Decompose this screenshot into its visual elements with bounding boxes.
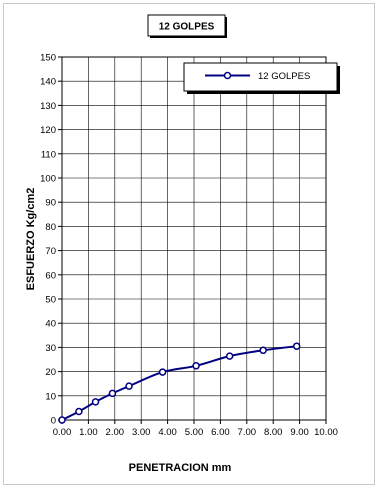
legend-label: 12 GOLPES <box>258 71 310 82</box>
x-tick-label: 1.00 <box>79 427 98 438</box>
data-point <box>292 342 301 350</box>
x-tick-label: 7.00 <box>238 427 257 438</box>
data-point <box>108 389 117 398</box>
x-tick-label: 5.00 <box>185 427 204 438</box>
chart-title: 12 GOLPES <box>159 22 215 33</box>
x-tick-label: 0.00 <box>53 427 72 438</box>
x-tick-label: 3.00 <box>132 427 151 438</box>
x-tick-label: 10.00 <box>314 427 338 438</box>
legend-marker <box>223 71 232 80</box>
data-point <box>91 398 100 406</box>
y-tick-label: 30 <box>45 343 56 354</box>
y-tick-label: 140 <box>40 77 56 88</box>
x-tick-label: 9.00 <box>290 427 309 438</box>
y-tick-label: 0 <box>51 416 56 427</box>
data-point <box>125 382 133 390</box>
y-axis-ticks: 0 10 20 30 40 50 60 70 80 90 100 110 120 130 140 150 <box>40 53 62 427</box>
y-tick-label: 10 <box>45 391 56 402</box>
data-point <box>259 346 267 355</box>
y-tick-label: 70 <box>45 246 56 257</box>
series-line <box>61 345 297 421</box>
x-tick-label: 4.00 <box>158 427 177 438</box>
legend <box>183 62 338 92</box>
data-point <box>225 352 234 360</box>
y-tick-label: 80 <box>45 222 56 233</box>
data-point <box>75 407 83 416</box>
y-tick-label: 100 <box>40 174 56 185</box>
y-tick-label: 20 <box>45 367 56 378</box>
y-tick-label: 90 <box>45 198 56 209</box>
y-tick-label: 150 <box>40 53 56 64</box>
data-point <box>158 368 167 376</box>
x-tick-label: 2.00 <box>106 427 125 438</box>
x-tick-label: 6.00 <box>211 427 230 438</box>
y-tick-label: 60 <box>45 270 56 281</box>
y-tick-label: 110 <box>41 149 56 160</box>
chart-frame <box>3 3 375 485</box>
x-axis-label: PENETRACION mm <box>129 462 232 474</box>
data-point <box>58 416 66 424</box>
y-tick-label: 40 <box>45 319 56 330</box>
x-axis-ticks: 0.00 1.00 2.00 3.00 4.00 5.00 6.00 7.00 8.00 9.00… <box>53 420 338 438</box>
y-tick-label: 50 <box>45 295 56 306</box>
series-layer <box>58 342 301 424</box>
data-point <box>192 362 200 370</box>
y-axis-label: ESFUERZO Kg/cm2 <box>25 188 37 291</box>
title-box <box>147 14 226 37</box>
x-tick-label: 8.00 <box>264 427 283 438</box>
y-tick-label: 120 <box>40 125 56 136</box>
y-tick-label: 130 <box>40 101 56 112</box>
